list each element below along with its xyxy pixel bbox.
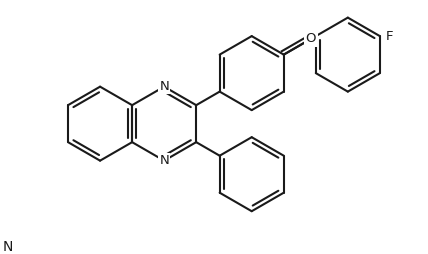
Text: N: N — [159, 80, 169, 93]
Text: N: N — [159, 154, 169, 167]
Text: N: N — [3, 240, 13, 254]
Text: F: F — [386, 30, 393, 43]
Text: N: N — [3, 240, 13, 254]
Text: O: O — [306, 33, 316, 45]
